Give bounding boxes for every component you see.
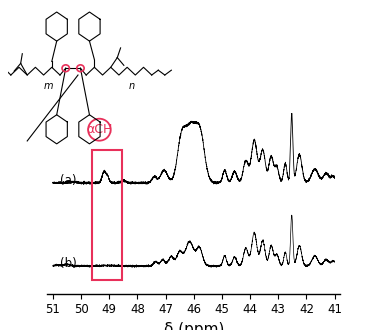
- Bar: [92, 150, 122, 280]
- Text: m: m: [44, 81, 53, 91]
- Text: (b): (b): [60, 257, 77, 270]
- Text: (a): (a): [60, 174, 76, 187]
- Text: n: n: [129, 81, 135, 91]
- Text: αCH: αCH: [86, 123, 113, 136]
- X-axis label: δ (ppm): δ (ppm): [164, 322, 224, 330]
